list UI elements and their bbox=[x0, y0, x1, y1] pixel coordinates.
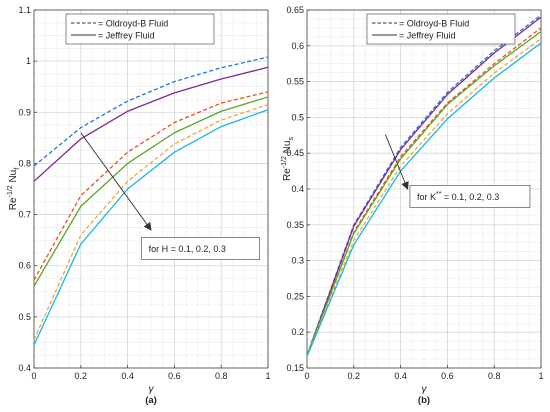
y-tick-label: 0.8 bbox=[18, 158, 31, 168]
x-axis-label: γ bbox=[149, 384, 155, 395]
series-line-5 bbox=[33, 103, 269, 341]
panel-b-chart: 0 0.2 0.4 0.6 0.8 1 0.15 0.2 0.25 0.3 0.35 0.4 0.45 0… bbox=[281, 5, 544, 406]
y-tick-label: 0.5 bbox=[291, 112, 304, 122]
y-tick-label: 0.55 bbox=[286, 77, 304, 87]
annotation-text-pre: for K bbox=[417, 192, 436, 202]
y-axis-label-main: Nu bbox=[8, 170, 19, 186]
legend-label: = Oldroyd-B Fluid bbox=[98, 19, 168, 29]
annotation-text: for H = 0.1, 0.2, 0.3 bbox=[149, 244, 226, 254]
annotation-box bbox=[409, 185, 531, 208]
y-axis-label-main: Nu bbox=[282, 141, 293, 157]
y-axis-label: Re-1/2 Nus bbox=[281, 137, 295, 181]
x-tick-label: 1 bbox=[265, 371, 270, 381]
series-line-3 bbox=[33, 91, 269, 281]
y-tick-label: 0.6 bbox=[18, 261, 31, 271]
x-tick-label: 0.6 bbox=[168, 371, 181, 381]
legend-label: = Jeffrey Fluid bbox=[98, 31, 155, 41]
x-tick-label: 0.4 bbox=[394, 371, 407, 381]
y-axis-label-base: Re bbox=[8, 197, 19, 210]
series-line-6 bbox=[306, 42, 542, 357]
legend-box bbox=[65, 13, 215, 45]
annotation-text-post: = 0.1, 0.2, 0.3 bbox=[441, 192, 499, 202]
series-line-1 bbox=[33, 56, 269, 167]
y-tick-label: 0.9 bbox=[18, 107, 31, 117]
y-tick-label: 0.65 bbox=[286, 5, 304, 15]
y-tick-label: 1 bbox=[26, 56, 31, 66]
y-tick-label: 0.7 bbox=[18, 210, 31, 220]
legend-label: = Oldroyd-B Fluid bbox=[399, 19, 469, 29]
x-tick-label: 0.2 bbox=[348, 371, 361, 381]
y-tick-label: 1.1 bbox=[18, 5, 31, 15]
y-axis-label: Re-1/2 Nuf bbox=[7, 168, 21, 210]
x-tick-label: 0.2 bbox=[75, 371, 88, 381]
y-axis-label-subscript: s bbox=[288, 137, 295, 141]
x-tick-label: 0 bbox=[31, 371, 36, 381]
y-tick-label: 0.6 bbox=[291, 41, 304, 51]
series-line-5 bbox=[306, 38, 542, 357]
y-axis-label-subscript: f bbox=[14, 168, 21, 170]
y-tick-label: 0.25 bbox=[286, 291, 304, 301]
y-tick-label: 0.15 bbox=[286, 363, 304, 373]
y-tick-label: 0.45 bbox=[286, 148, 304, 158]
series-line-2 bbox=[306, 16, 542, 357]
y-tick-label: 0.4 bbox=[291, 184, 304, 194]
x-tick-label: 0.8 bbox=[215, 371, 228, 381]
y-tick-label: 0.3 bbox=[291, 256, 304, 266]
series-line-2 bbox=[33, 66, 269, 182]
annotation-text: for K** = 0.1, 0.2, 0.3 bbox=[417, 191, 499, 202]
y-axis-label-base: Re bbox=[282, 168, 293, 181]
x-tick-label: 0 bbox=[304, 371, 309, 381]
annotation-box bbox=[141, 237, 260, 260]
x-tick-label: 0.8 bbox=[488, 371, 501, 381]
annotation-text-superscript: ** bbox=[436, 191, 442, 198]
series-line-4 bbox=[306, 30, 542, 357]
annotation-arrow bbox=[384, 134, 409, 190]
y-tick-label: 0.4 bbox=[18, 363, 31, 373]
series-line-4 bbox=[33, 96, 269, 287]
panel-label: (b) bbox=[418, 395, 430, 406]
panel-a-chart: 0 0.2 0.4 0.6 0.8 1 0.4 0.5 0.6 0.7 0.8 0.9 1 1.1 γ(a)… bbox=[7, 5, 271, 406]
annotation-arrow bbox=[80, 132, 152, 231]
y-axis-label-exponent: -1/2 bbox=[7, 185, 14, 197]
y-axis-label-exponent: -1/2 bbox=[281, 156, 288, 168]
panel-label: (a) bbox=[145, 395, 157, 406]
x-tick-label: 1 bbox=[538, 371, 543, 381]
series-line-6 bbox=[33, 109, 269, 346]
y-tick-label: 0.35 bbox=[286, 220, 304, 230]
legend-box bbox=[366, 13, 516, 45]
series-line-1 bbox=[306, 14, 542, 356]
y-tick-label: 0.2 bbox=[291, 327, 304, 337]
legend-label: = Jeffrey Fluid bbox=[399, 31, 456, 41]
series-line-3 bbox=[306, 27, 542, 357]
x-axis-label: γ bbox=[422, 384, 428, 395]
x-tick-label: 0.6 bbox=[441, 371, 454, 381]
x-tick-label: 0.4 bbox=[121, 371, 134, 381]
axes-box bbox=[33, 9, 269, 369]
y-tick-label: 0.5 bbox=[18, 312, 31, 322]
